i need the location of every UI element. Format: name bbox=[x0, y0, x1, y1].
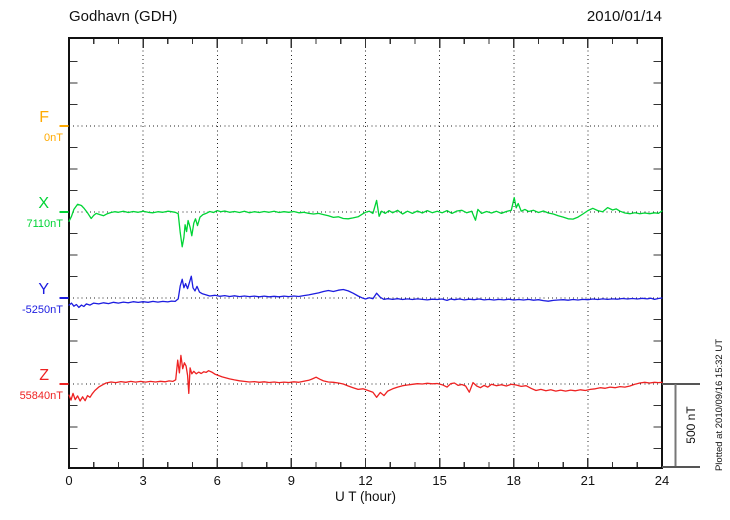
x-tick-label-3: 3 bbox=[139, 473, 147, 488]
scale-bar-label: 500 nT bbox=[684, 406, 698, 444]
component-label-F: F bbox=[39, 109, 49, 126]
x-tick-label-12: 12 bbox=[358, 473, 373, 488]
x-tick-label-6: 6 bbox=[213, 473, 221, 488]
x-tick-label-21: 21 bbox=[580, 473, 596, 488]
plot-date: 2010/01/14 bbox=[586, 8, 662, 25]
x-tick-label-15: 15 bbox=[432, 473, 447, 488]
component-label-Z: Z bbox=[39, 367, 49, 384]
component-label-X: X bbox=[38, 195, 49, 212]
x-tick-label-24: 24 bbox=[654, 473, 670, 488]
station-title: Godhavn (GDH) bbox=[69, 8, 178, 25]
x-tick-label-18: 18 bbox=[506, 473, 521, 488]
x-axis-label: U T (hour) bbox=[334, 489, 397, 504]
x-tick-label-9: 9 bbox=[287, 473, 295, 488]
plot-frame bbox=[68, 37, 663, 469]
component-baseline-value-Y: -5250nT bbox=[22, 304, 63, 316]
component-baseline-value-X: 7110nT bbox=[26, 218, 64, 230]
plotted-timestamp-note: Plotted at 2010/09/16 15:32 UT bbox=[714, 338, 725, 472]
trace-Y bbox=[68, 275, 663, 309]
component-baseline-value-Z: 55840nT bbox=[19, 390, 63, 402]
component-label-Y: Y bbox=[38, 281, 49, 298]
x-tick-label-0: 0 bbox=[65, 473, 73, 488]
component-baseline-value-F: 0nT bbox=[44, 132, 63, 144]
trace-X bbox=[68, 196, 663, 248]
trace-Z bbox=[68, 354, 663, 402]
